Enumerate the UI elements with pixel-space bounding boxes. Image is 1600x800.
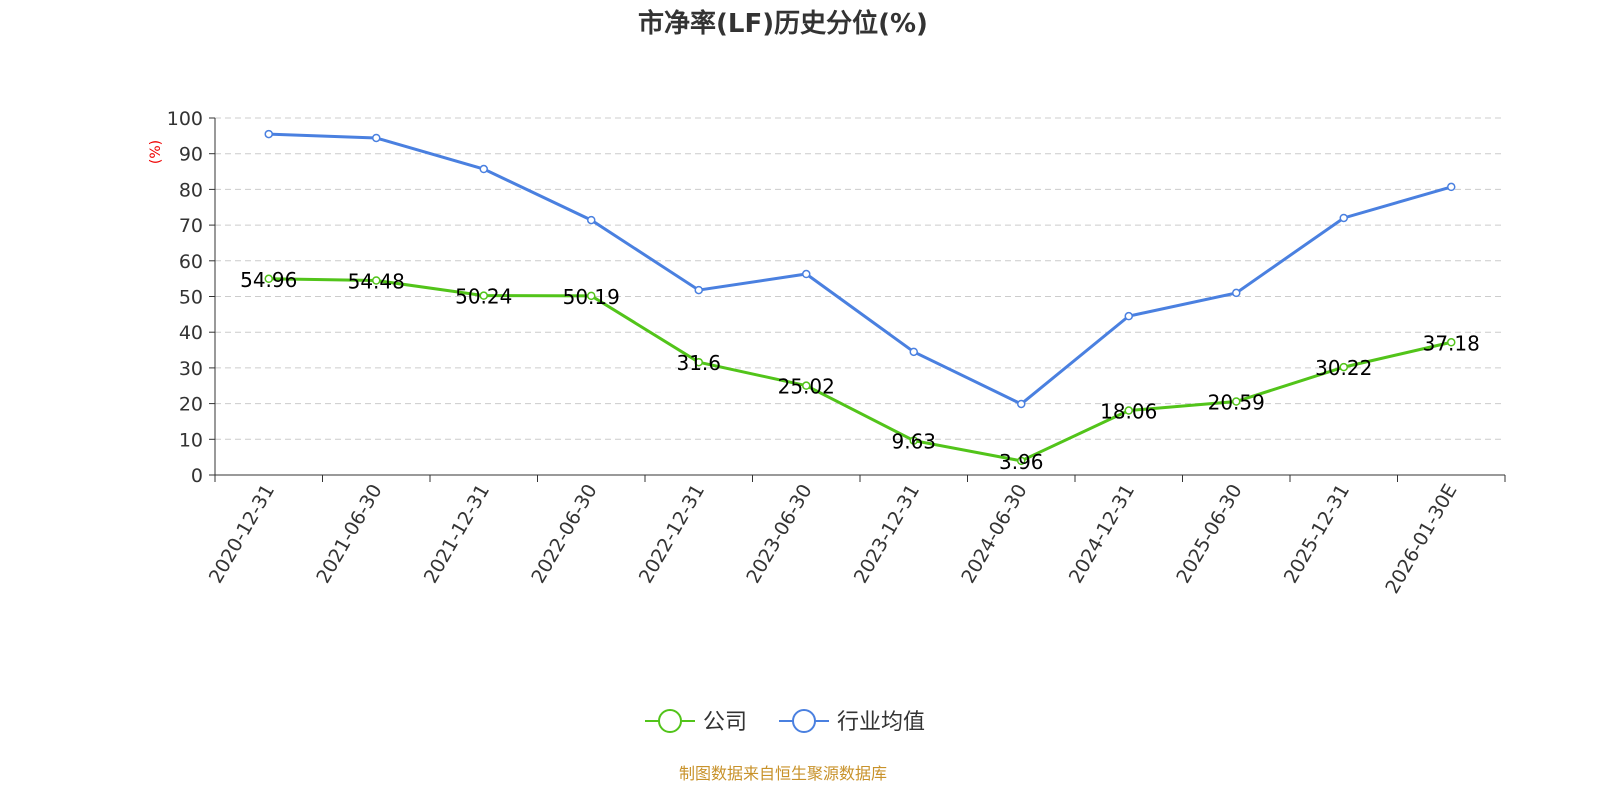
data-point bbox=[264, 274, 273, 284]
x-tick-label: 2022-06-30 bbox=[527, 481, 601, 588]
y-tick-label: 70 bbox=[179, 215, 203, 237]
data-point bbox=[1447, 182, 1456, 192]
data-point bbox=[1339, 362, 1348, 372]
x-tick-label: 2023-06-30 bbox=[742, 481, 816, 588]
series-industry-average bbox=[264, 129, 1456, 409]
series-company: 54.96 54.48 50.24 50.19 31.6 25.02 9.63 3.96 18.… bbox=[240, 268, 1480, 474]
y-tick-label: 90 bbox=[179, 144, 203, 166]
legend-item[interactable]: 行业均值 bbox=[779, 709, 925, 735]
chart-title: 市净率(LF)历史分位(%) bbox=[638, 8, 928, 39]
x-tick-label: 2021-12-31 bbox=[420, 481, 494, 588]
data-point bbox=[479, 291, 488, 300]
data-label: 54.96 bbox=[240, 268, 297, 292]
x-tick-label: 2024-06-30 bbox=[957, 481, 1031, 588]
data-label: 30.22 bbox=[1315, 356, 1372, 380]
data-source-footer: 制图数据来自恒生聚源数据库 bbox=[679, 764, 887, 783]
grid bbox=[215, 117, 1505, 440]
data-label: 18.06 bbox=[1100, 400, 1157, 424]
data-point bbox=[694, 285, 703, 295]
series-line bbox=[268, 132, 1452, 406]
legend-item[interactable]: 公司 bbox=[645, 709, 747, 735]
y-tick-label: 30 bbox=[179, 358, 203, 380]
data-point bbox=[1124, 311, 1133, 321]
data-label: 9.63 bbox=[891, 430, 936, 454]
data-point bbox=[909, 347, 918, 357]
series-layer: 54.96 54.48 50.24 50.19 31.6 25.02 9.63 3.96 18.… bbox=[240, 129, 1480, 474]
x-tick-label: 2020-12-31 bbox=[205, 481, 279, 588]
y-tick-label: 10 bbox=[179, 429, 203, 451]
data-point bbox=[694, 357, 703, 367]
x-tick-label: 2023-12-31 bbox=[850, 481, 924, 588]
data-point bbox=[1232, 397, 1241, 406]
data-point bbox=[587, 215, 596, 225]
data-point bbox=[909, 436, 918, 445]
legend-circle-icon bbox=[658, 709, 682, 733]
data-point bbox=[802, 269, 811, 279]
y-tick-label: 60 bbox=[179, 251, 203, 273]
data-label: 25.02 bbox=[778, 375, 835, 399]
x-tick-label: 2021-06-30 bbox=[312, 481, 386, 588]
data-point bbox=[587, 291, 596, 301]
legend[interactable]: 公司 行业均值 bbox=[645, 709, 925, 735]
data-label: 54.48 bbox=[348, 270, 405, 294]
data-point bbox=[1124, 406, 1133, 415]
data-label: 50.19 bbox=[563, 285, 620, 309]
y-axis-label: (%) bbox=[148, 140, 164, 164]
data-label: 50.24 bbox=[455, 285, 512, 309]
y-tick-label: 80 bbox=[179, 179, 203, 201]
y-tick-label: 40 bbox=[179, 322, 203, 344]
axes: 0 10 20 30 40 50 60 70 80 90 100 2020-12-31 2021-06-… bbox=[167, 108, 1506, 598]
data-label: 3.96 bbox=[999, 450, 1044, 474]
y-tick-label: 100 bbox=[167, 108, 203, 130]
data-point bbox=[479, 164, 488, 174]
y-tick-label: 0 bbox=[191, 465, 203, 487]
data-point bbox=[1232, 288, 1241, 298]
data-point bbox=[264, 129, 273, 139]
legend-label: 行业均值 bbox=[837, 710, 925, 735]
data-label: 37.18 bbox=[1423, 331, 1480, 355]
series-line bbox=[268, 277, 1452, 463]
legend-circle-icon bbox=[792, 709, 816, 733]
x-tick-label: 2024-12-31 bbox=[1065, 481, 1139, 588]
data-point bbox=[802, 381, 811, 390]
data-point bbox=[1339, 213, 1348, 223]
x-tick-label: 2022-12-31 bbox=[635, 481, 709, 588]
x-tick-label: 2025-12-31 bbox=[1280, 481, 1354, 588]
y-tick-label: 50 bbox=[179, 287, 203, 309]
data-label: 20.59 bbox=[1208, 390, 1265, 414]
x-tick-label: 2025-06-30 bbox=[1172, 481, 1246, 588]
data-point bbox=[372, 276, 381, 285]
legend-label: 公司 bbox=[703, 710, 747, 735]
data-point bbox=[1017, 399, 1026, 409]
data-point bbox=[1017, 456, 1026, 466]
data-label: 31.6 bbox=[676, 351, 721, 375]
y-tick-label: 20 bbox=[179, 394, 203, 416]
data-point bbox=[372, 133, 381, 143]
data-point bbox=[1447, 338, 1456, 347]
x-tick-label: 2026-01-30E bbox=[1381, 481, 1461, 598]
